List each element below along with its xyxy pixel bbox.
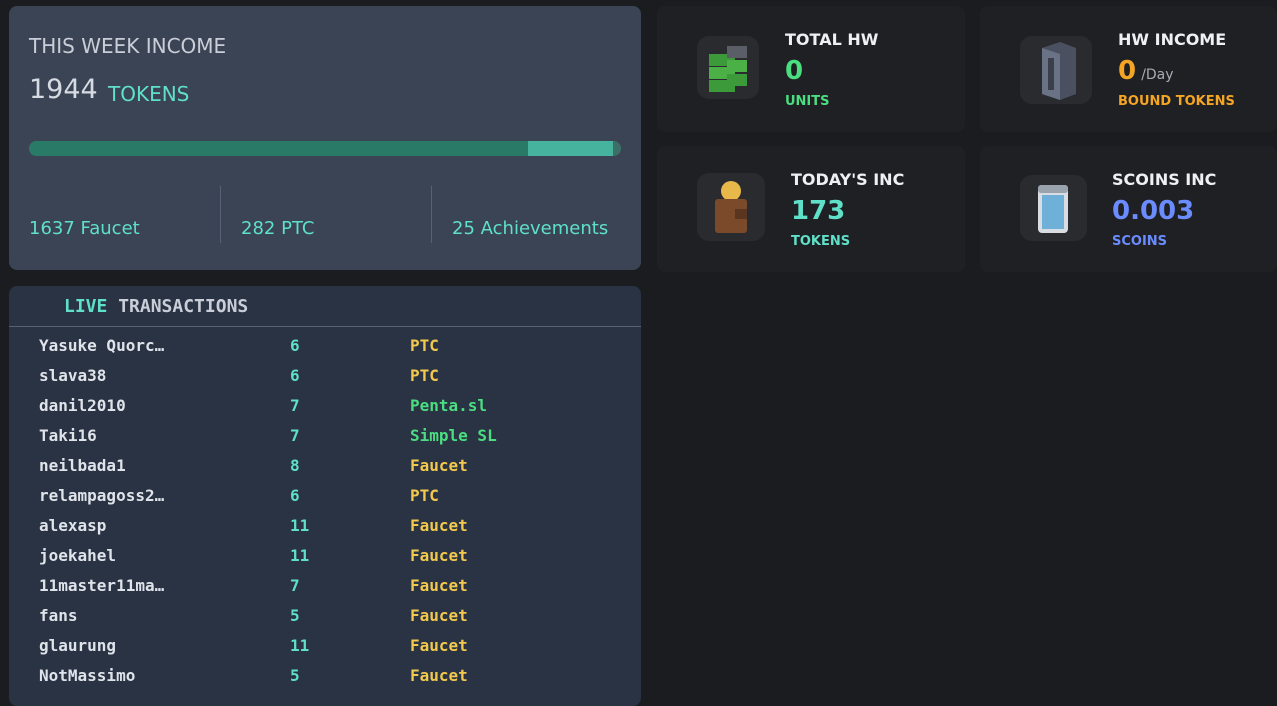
icon [697,173,765,241]
divider [220,186,221,243]
user-name: NotMassimo [39,666,136,685]
week-income-card: THIS WEEK INCOME 1944 TOKENS 1637 Faucet… [9,6,641,270]
user-name: alexasp [39,516,107,535]
transaction-row: NotMassimo 5 Faucet [9,666,641,696]
stat-value-group: 0 /Day [1118,56,1174,86]
transaction-row: relampagoss2… 6 PTC [9,486,641,516]
stat-value: 1637 [29,218,75,239]
icon [1020,36,1092,104]
icon [1020,175,1087,241]
breakdown-stat: 25 Achievements [452,218,608,239]
transaction-row: fans 5 Faucet [9,606,641,636]
user-name: danil2010 [39,396,126,415]
bar-segment [527,141,614,156]
progress-bar [29,141,621,156]
amount: 8 [290,456,300,475]
user-name: fans [39,606,78,625]
stat-unit: UNITS [785,94,830,109]
amount: 7 [290,426,300,445]
source: Faucet [410,456,468,475]
amount: 6 [290,486,300,505]
amount: 6 [290,366,300,385]
transaction-row: Taki16 7 Simple SL [9,426,641,456]
stat-title: HW INCOME [1118,30,1227,49]
transaction-row: slava38 6 PTC [9,366,641,396]
server-icon [709,46,747,92]
bar-segment [613,141,621,156]
amount: 7 [290,576,300,595]
user-name: glaurung [39,636,117,655]
source: Simple SL [410,426,497,445]
source: Faucet [410,576,468,595]
source: Faucet [410,666,468,685]
user-name: 11master11ma… [39,576,165,595]
source: Faucet [410,606,468,625]
amount: 7 [290,396,300,415]
title-highlight: LIVE [64,296,108,317]
bar-segment [29,141,528,156]
stat-title: TODAY'S INC [791,170,905,189]
stat-value: 173 [791,196,846,226]
stat-card: HW INCOME 0 /Day BOUND TOKENS [980,6,1277,132]
user-name: joekahel [39,546,117,565]
stat-value: 282 [241,218,276,239]
stat-unit: BOUND TOKENS [1118,94,1235,109]
source: PTC [410,366,439,385]
title-text: TRANSACTIONS [118,296,249,317]
stat-value: 0 [785,56,804,86]
stat-value: 0 [1118,56,1137,86]
fridge-icon [1038,185,1068,233]
transaction-row: Yasuke Quorc… 6 PTC [9,336,641,366]
amount: 11 [290,546,310,565]
card-title: LIVE TRANSACTIONS [64,296,248,317]
source: PTC [410,486,439,505]
stat-label: Faucet [80,218,140,239]
transaction-row: glaurung 11 Faucet [9,636,641,666]
transaction-row: danil2010 7 Penta.sl [9,396,641,426]
user-name: neilbada1 [39,456,126,475]
transaction-row: joekahel 11 Faucet [9,546,641,576]
wallet-icon [715,181,747,233]
stat-value: 25 [452,218,475,239]
page: THIS WEEK INCOME 1944 TOKENS 1637 Faucet… [9,6,1277,706]
stat-unit: SCOINS [1112,234,1168,249]
source: Faucet [410,636,468,655]
stat-card: SCOINS INC 0.003 SCOINS [980,146,1277,272]
total-value: 1944 [29,74,98,105]
live-transactions-card: LIVE TRANSACTIONS Yasuke Quorc… 6 PTC slava… [9,286,641,706]
stat-title: SCOINS INC [1112,170,1217,189]
breakdown-stat: 282 PTC [241,218,314,239]
stat-value: 0.003 [1112,196,1195,226]
breakdown-stat: 1637 Faucet [29,218,140,239]
source: Penta.sl [410,396,488,415]
divider [431,186,432,243]
user-name: Taki16 [39,426,97,445]
card-title: THIS WEEK INCOME [29,34,227,58]
stat-suffix: /Day [1141,67,1174,83]
stat-label: Achievements [480,218,609,239]
stat-card: TODAY'S INC 173 TOKENS [657,146,965,272]
transaction-row: alexasp 11 Faucet [9,516,641,546]
transaction-row: 11master11ma… 7 Faucet [9,576,641,606]
stat-unit: TOKENS [791,234,851,249]
total-unit: TOKENS [108,82,190,106]
amount: 5 [290,666,300,685]
user-name: Yasuke Quorc… [39,336,165,355]
amount: 11 [290,636,310,655]
source: Faucet [410,516,468,535]
icon [697,36,759,99]
amount: 6 [290,336,300,355]
separator [9,326,641,327]
stat-label: PTC [281,218,315,239]
amount: 11 [290,516,310,535]
source: Faucet [410,546,468,565]
amount: 5 [290,606,300,625]
transaction-row: neilbada1 8 Faucet [9,456,641,486]
stat-card: TOTAL HW 0 UNITS [657,6,965,132]
stat-title: TOTAL HW [785,30,879,49]
user-name: relampagoss2… [39,486,165,505]
tower-icon [1042,42,1076,100]
user-name: slava38 [39,366,107,385]
source: PTC [410,336,439,355]
